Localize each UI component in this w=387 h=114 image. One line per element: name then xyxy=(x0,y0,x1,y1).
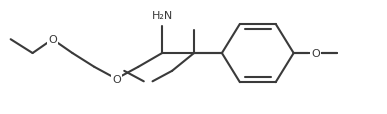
Text: O: O xyxy=(311,49,320,58)
Text: O: O xyxy=(112,74,121,84)
Text: H₂N: H₂N xyxy=(151,11,173,21)
Text: O: O xyxy=(48,35,57,45)
